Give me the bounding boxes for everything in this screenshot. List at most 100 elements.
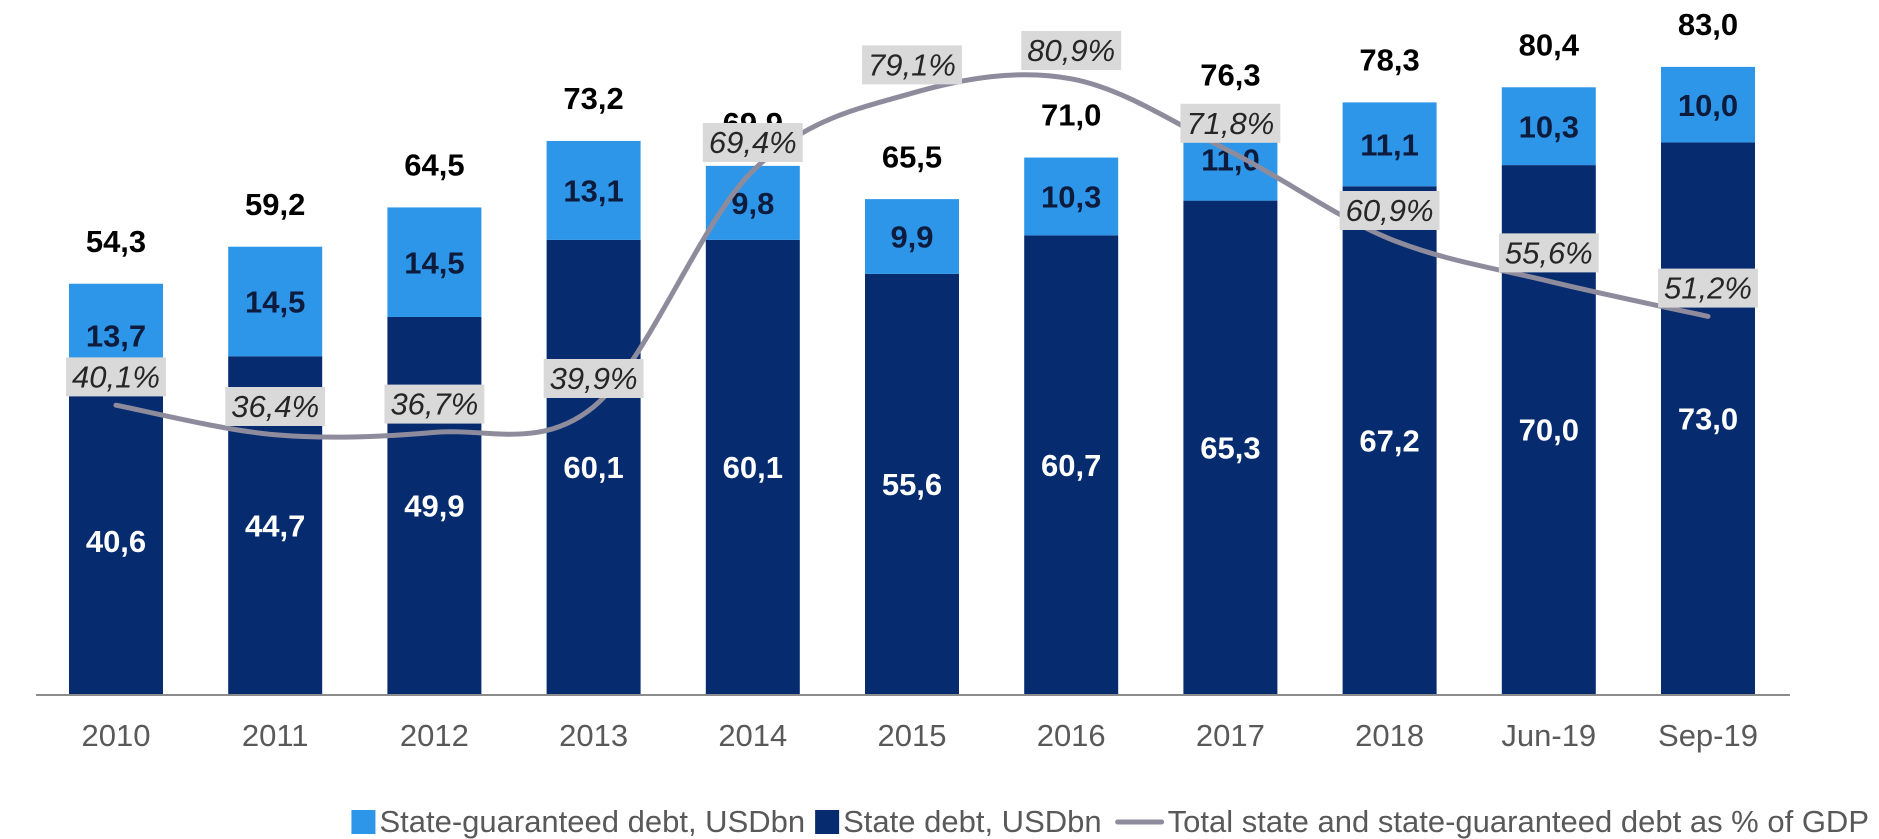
value-label: 11,1 bbox=[1360, 128, 1419, 163]
value-label: 10,3 bbox=[1519, 109, 1579, 144]
line-label: 80,9% bbox=[1021, 30, 1122, 70]
label-box bbox=[384, 384, 485, 424]
value-label: 44,7 bbox=[245, 508, 305, 543]
label-box bbox=[1021, 30, 1122, 70]
total-label: 83,0 bbox=[1678, 7, 1738, 42]
value-label: 55,6 bbox=[882, 467, 942, 502]
bar-segment bbox=[1342, 186, 1437, 694]
total-label: 73,2 bbox=[563, 81, 623, 116]
line-value-label: 36,4% bbox=[231, 389, 319, 424]
bar-segment bbox=[546, 239, 641, 694]
value-label: 70,0 bbox=[1519, 413, 1579, 448]
label-box bbox=[1180, 103, 1281, 143]
bar-segment bbox=[387, 316, 482, 694]
legend-swatch bbox=[351, 810, 376, 834]
label-box bbox=[225, 386, 326, 426]
x-tick-label: 2012 bbox=[400, 718, 469, 753]
line-label: 71,8% bbox=[1180, 103, 1281, 143]
line-label: 51,2% bbox=[1658, 268, 1758, 308]
value-label: 60,1 bbox=[563, 450, 623, 485]
bar-segment bbox=[1661, 66, 1755, 143]
value-label: 9,9 bbox=[890, 220, 933, 255]
legend-label: State debt, USDbn bbox=[843, 804, 1102, 839]
bar-segment bbox=[69, 387, 163, 694]
total-label: 59,2 bbox=[245, 187, 305, 222]
label-box bbox=[1498, 233, 1599, 273]
label-box bbox=[543, 358, 644, 398]
line-value-label: 69,4% bbox=[709, 125, 797, 160]
x-tick-label: Sep-19 bbox=[1658, 718, 1758, 753]
bar-segment bbox=[705, 239, 800, 694]
label-box bbox=[1658, 268, 1758, 308]
line-label: 69,4% bbox=[702, 122, 803, 162]
label-box bbox=[702, 122, 803, 162]
x-tick-label: 2016 bbox=[1037, 718, 1106, 753]
x-tick-label: 2010 bbox=[82, 718, 151, 753]
bar-segment bbox=[1661, 142, 1755, 694]
line-value-label: 71,8% bbox=[1186, 106, 1274, 141]
x-tick-label: 2017 bbox=[1196, 718, 1265, 753]
line-label: 36,4% bbox=[225, 386, 326, 426]
label-box bbox=[66, 357, 166, 397]
line-value-label: 39,9% bbox=[550, 361, 638, 396]
value-label: 67,2 bbox=[1359, 423, 1419, 458]
line-value-label: 60,9% bbox=[1346, 193, 1434, 228]
value-label: 14,5 bbox=[245, 285, 305, 320]
x-tick-label: Jun-19 bbox=[1501, 718, 1596, 753]
line-value-label: 40,1% bbox=[72, 359, 160, 394]
line-label: 60,9% bbox=[1339, 190, 1440, 230]
bar-segment bbox=[1024, 157, 1119, 236]
bar-segment bbox=[705, 165, 800, 240]
value-label: 49,9 bbox=[404, 489, 464, 524]
value-label: 9,8 bbox=[731, 186, 774, 221]
legend-swatch bbox=[815, 810, 840, 834]
bar-segment bbox=[228, 246, 323, 357]
value-label: 60,1 bbox=[723, 450, 783, 485]
value-label: 40,6 bbox=[86, 524, 146, 559]
line-label: 36,7% bbox=[384, 384, 485, 424]
value-label: 13,1 bbox=[563, 174, 623, 209]
legend: State-guaranteed debt, USDbn State debt, … bbox=[351, 804, 1869, 839]
total-label: 65,5 bbox=[882, 139, 942, 174]
line-label: 40,1% bbox=[66, 357, 166, 397]
legend-label: Total state and state-guaranteed debt as… bbox=[1168, 804, 1869, 839]
total-label: 64,5 bbox=[404, 148, 464, 183]
line-value-label: 36,7% bbox=[390, 387, 478, 422]
bar-segment bbox=[865, 273, 959, 694]
value-label: 10,0 bbox=[1678, 88, 1738, 123]
total-label: 78,3 bbox=[1359, 43, 1419, 78]
total-label: 80,4 bbox=[1519, 27, 1580, 62]
value-label: 60,7 bbox=[1041, 448, 1101, 483]
value-label: 73,0 bbox=[1678, 401, 1738, 436]
total-label: 54,3 bbox=[86, 224, 146, 259]
bar-segment bbox=[1024, 235, 1119, 694]
bar-segment bbox=[1183, 200, 1278, 694]
value-label: 10,3 bbox=[1041, 180, 1101, 215]
bar-segment bbox=[1342, 102, 1437, 187]
total-label: 76,3 bbox=[1200, 58, 1260, 93]
x-tick-label: 2018 bbox=[1355, 718, 1424, 753]
x-tick-label: 2013 bbox=[559, 718, 628, 753]
line bbox=[113, 72, 1711, 440]
bar-segment bbox=[865, 199, 959, 274]
total-label: 71,0 bbox=[1041, 98, 1101, 133]
line-label: 55,6% bbox=[1498, 233, 1599, 273]
line-value-label: 80,9% bbox=[1027, 33, 1115, 68]
x-tick-label: 2015 bbox=[878, 718, 947, 753]
x-tick-label: 2011 bbox=[242, 718, 309, 753]
line-value-label: 51,2% bbox=[1664, 271, 1752, 306]
line-label: 39,9% bbox=[543, 358, 644, 398]
bar-segment bbox=[1501, 87, 1596, 166]
value-label: 13,7 bbox=[86, 319, 146, 354]
line-value-label: 79,1% bbox=[868, 47, 956, 82]
line-label: 79,1% bbox=[862, 45, 962, 85]
x-tick-label: 2014 bbox=[718, 718, 787, 753]
legend-label: State-guaranteed debt, USDbn bbox=[379, 804, 805, 839]
line-value-label: 55,6% bbox=[1505, 235, 1593, 270]
value-label: 14,5 bbox=[404, 245, 464, 280]
label-box bbox=[1339, 190, 1440, 230]
bar-segment bbox=[546, 140, 641, 240]
value-label: 65,3 bbox=[1200, 430, 1260, 465]
bar-segment bbox=[387, 207, 482, 317]
